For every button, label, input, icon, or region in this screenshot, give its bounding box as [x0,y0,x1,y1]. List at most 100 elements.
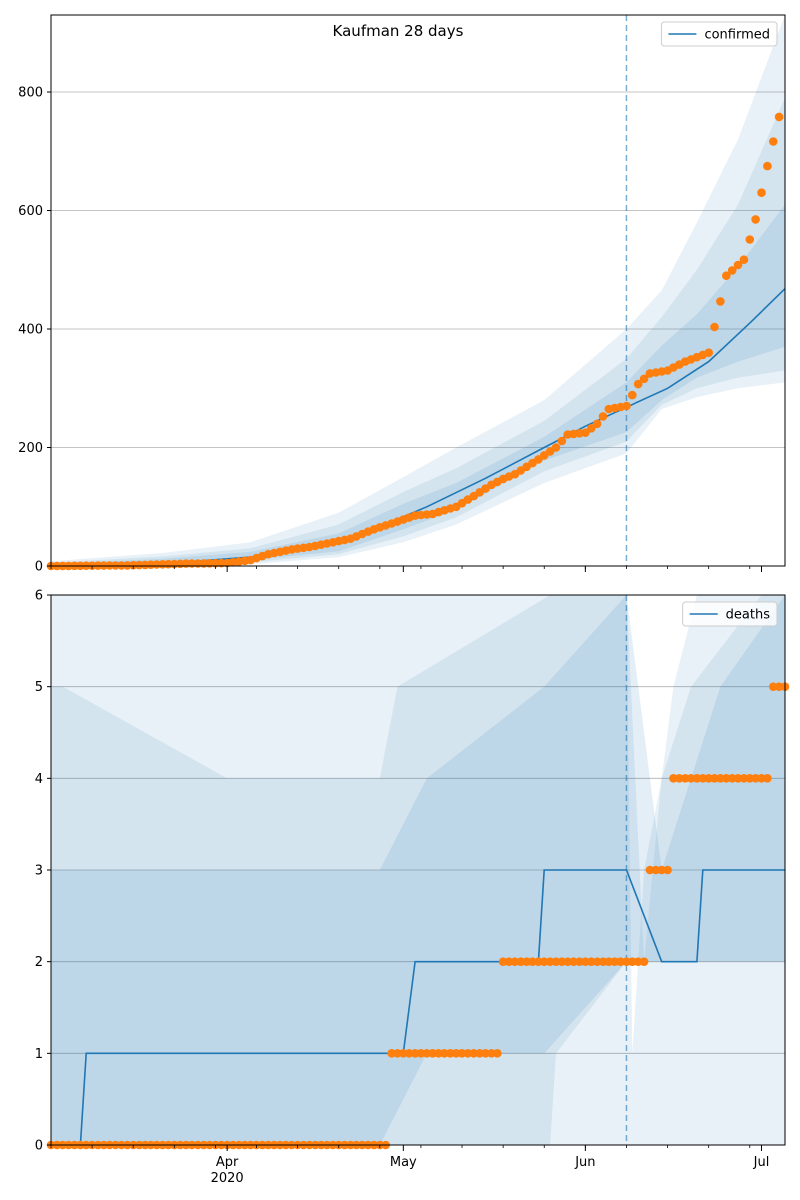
confirmed-observed-point [733,260,743,270]
deaths-observed-point [493,1049,502,1058]
deaths-observed-point [575,957,584,966]
deaths-observed-point [416,1049,426,1058]
confirmed-band-2 [51,97,785,567]
deaths-observed-point [469,1049,479,1058]
confirmed-observed-point [622,401,631,411]
confirmed-observed-point [739,255,749,264]
deaths-observed-point [633,957,643,966]
deaths-observed-point [440,1049,449,1058]
deaths-legend: deaths [682,601,778,627]
deaths-legend-label: deaths [726,608,771,623]
deaths-observed-point [675,774,684,783]
confirmed-observed-point [598,412,608,421]
confirmed-y-tick-label: 400 [18,323,43,338]
x-tick-label: Apr [216,1155,239,1170]
confirmed-observed-point [628,390,637,400]
deaths-observed-point [774,682,784,691]
confirmed-y-axis: 0 200 400 600 800 [18,86,51,575]
deaths-observed-point [404,1049,414,1058]
deaths-observed-point [463,1049,473,1058]
deaths-observed-point [722,774,731,783]
deaths-observed-point [716,774,725,783]
confirmed-observed-point [774,112,784,122]
deaths-y-tick-label: 1 [35,1047,43,1062]
confirmed-observed-point [586,424,596,433]
deaths-observed-point [586,957,596,966]
deaths-observed-point [504,957,514,966]
confirmed-observed-point [716,297,725,306]
deaths-observed-point [498,957,508,966]
deaths-observed-point [628,957,637,966]
deaths-observed-point [645,865,655,875]
deaths-model-line [51,869,785,1146]
deaths-observed-point [510,957,520,966]
confirmed-axes-frame [50,14,786,567]
x-tick-label: Jul [753,1155,770,1170]
deaths-observed-point [763,774,772,783]
confirmed-observed-point [592,419,602,429]
deaths-observed-point [639,957,649,966]
x-tick-label: Jun [574,1155,595,1170]
chart-title: Kaufman 28 days [333,22,464,40]
deaths-observed-point [669,774,678,783]
deaths-observed-point [528,957,537,966]
x-tick-year-label: 2020 [211,1171,244,1186]
confirmed-legend-box [660,21,778,47]
deaths-observed-point [569,957,578,966]
confirmed-y-tick-label: 600 [18,204,43,219]
confirmed-observed-point [722,271,731,281]
deaths-observed-point [657,865,666,875]
deaths-observed-point [698,774,708,783]
confirmed-y-tick-label: 800 [18,86,43,101]
deaths-observed-point [393,1049,402,1058]
deaths-observed-point [651,865,661,875]
deaths-observed-point [446,1049,455,1058]
confirmed-observed-point [769,137,778,146]
deaths-y-tick-label: 6 [35,589,43,604]
x-tick-label: May [390,1155,417,1170]
confirmed-observed-point [633,379,643,389]
deaths-observed-point [616,957,625,966]
confirmed-observed-point [745,235,755,244]
deaths-y-tick-label: 2 [35,955,43,970]
deaths-band-2 [51,595,785,1145]
confirmed-observed-point [757,188,766,197]
deaths-observed-point [733,774,743,783]
confirmed-y-tick-label: 0 [35,560,43,575]
confirmed-band-1 [51,15,785,566]
deaths-band-1 [51,595,785,1145]
deaths-legend-box [682,601,778,627]
deaths-observed-point [522,957,531,966]
deaths-observed-point [399,1049,408,1058]
deaths-observed-point [539,957,549,966]
deaths-observed-point [592,957,602,966]
confirmed-panel: 0 200 400 600 800 Kaufman 28 days confirmed [18,14,786,575]
confirmed-observed-point [557,436,567,446]
confirmed-x-axis [50,566,763,572]
deaths-observed-point [710,774,719,783]
confirmed-observed-point [551,443,561,452]
deaths-uncertainty-bands [51,595,785,1145]
confirmed-observed-point [639,374,649,384]
confirmed-legend: confirmed [660,21,778,47]
deaths-observed-point [428,1049,438,1058]
deaths-observed-point [686,774,696,783]
deaths-band-3 [51,595,785,1145]
deaths-y-tick-label: 4 [35,772,43,787]
confirmed-observed-point [763,161,772,171]
deaths-observed-point [487,1049,496,1058]
confirmed-observed-point [751,215,760,224]
deaths-observed-point [604,957,614,966]
confirmed-observed-point [704,348,713,358]
confirmed-observed-point [727,266,737,275]
deaths-observed-point [757,774,766,783]
confirmed-y-tick-label: 200 [18,441,43,456]
deaths-observed-point [545,957,555,966]
deaths-y-axis: 0 1 2 3 4 5 6 [35,589,51,1154]
deaths-observed-point [610,957,619,966]
deaths-y-tick-label: 3 [35,864,43,879]
